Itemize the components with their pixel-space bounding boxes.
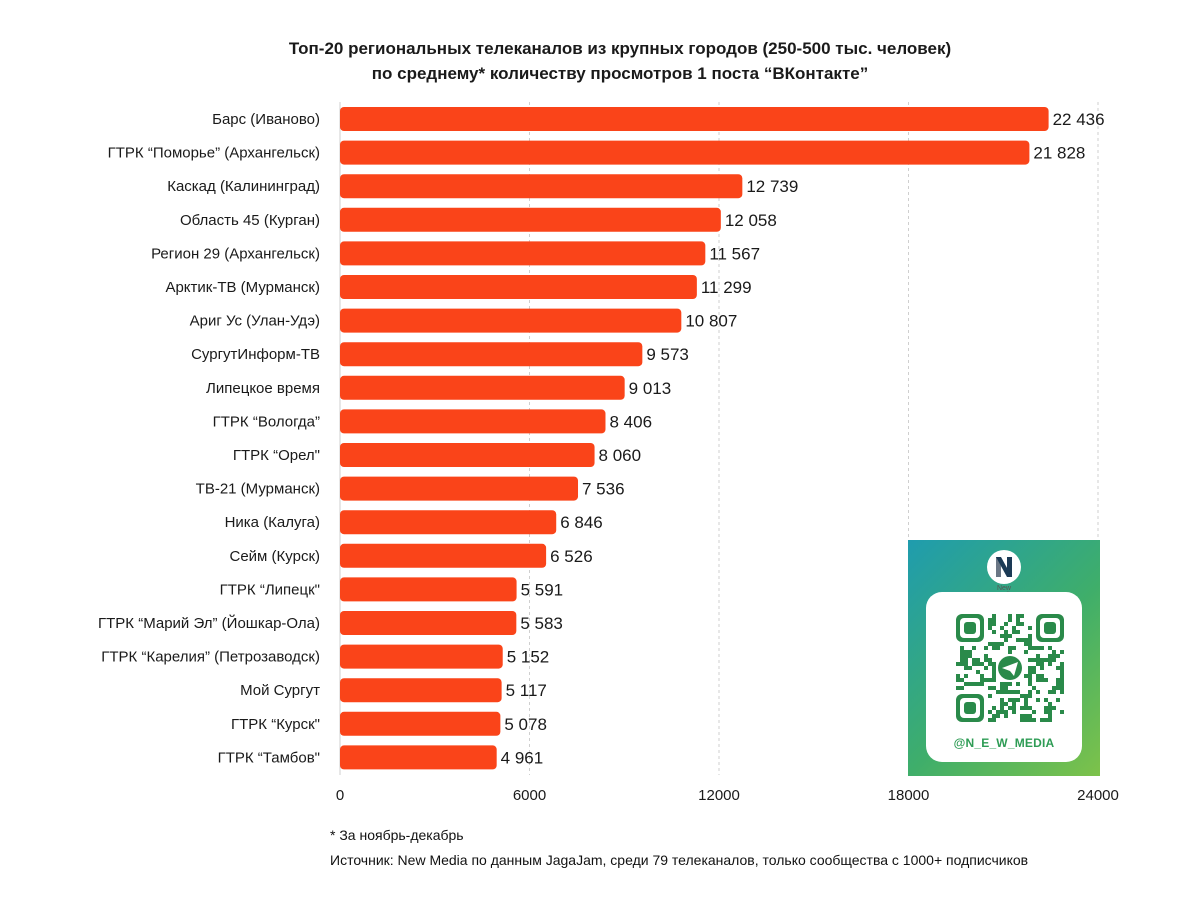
footnote-period: * За ноябрь-декабрь	[330, 827, 464, 843]
x-tick-label: 24000	[1077, 787, 1119, 804]
qr-handle: @N_E_W_MEDIA	[953, 736, 1055, 750]
bar	[340, 611, 517, 635]
category-label: ГТРК “Тамбов"	[218, 749, 320, 766]
category-label: СургутИнформ-ТВ	[191, 346, 320, 363]
value-label: 9 573	[646, 345, 689, 364]
category-label: Ника (Калуга)	[225, 514, 320, 531]
category-label: ГТРК “Карелия” (Петрозаводск)	[101, 649, 320, 666]
value-label: 8 060	[599, 446, 642, 465]
value-label: 12 739	[746, 177, 798, 196]
value-label: 5 152	[507, 648, 550, 667]
category-label: Ариг Ус (Улан-Удэ)	[190, 313, 320, 330]
x-tick-label: 12000	[698, 787, 740, 804]
value-label: 5 117	[506, 681, 547, 700]
qr-badge[interactable]: New Media @N_E_W_MEDIA	[908, 540, 1100, 776]
value-label: 5 583	[520, 614, 563, 633]
value-label: 12 058	[725, 211, 777, 230]
x-tick-labels: 0 6000 12000 18000 24000	[336, 787, 1119, 804]
category-label: ГТРК “Курск"	[231, 716, 320, 733]
value-label: 10 807	[685, 312, 737, 331]
value-label: 9 013	[629, 379, 672, 398]
value-label: 7 536	[582, 480, 625, 499]
bar	[340, 308, 682, 333]
bar	[340, 678, 502, 703]
chart-title-line-1: Топ-20 региональных телеканалов из крупн…	[288, 39, 952, 58]
new-media-logo-icon: New Media	[987, 550, 1021, 599]
x-tick-label: 0	[336, 787, 344, 804]
bar	[340, 476, 579, 501]
bar	[340, 577, 517, 602]
x-tick-label: 6000	[513, 787, 546, 804]
bar	[340, 745, 497, 770]
bar	[340, 543, 547, 568]
category-label: ГТРК “Поморье” (Архангельск)	[108, 145, 320, 162]
value-label: 11 567	[709, 244, 760, 263]
x-tick-label: 18000	[888, 787, 930, 804]
category-labels: Барс (Иваново) ГТРК “Поморье” (Архангельс…	[98, 111, 320, 766]
category-label: Регион 29 (Архангельск)	[151, 245, 320, 262]
value-labels: 22 436 21 828 12 739 12 058 11 567 11 299 10 8…	[501, 110, 1105, 767]
category-label: Арктик-ТВ (Мурманск)	[165, 279, 320, 296]
value-label: 5 078	[504, 715, 547, 734]
bar	[340, 140, 1030, 165]
category-label: ГТРК “Вологда”	[213, 413, 320, 430]
category-label: Область 45 (Курган)	[180, 212, 320, 229]
bar	[340, 375, 625, 400]
bar	[340, 409, 606, 434]
category-label: Липецкое время	[206, 380, 320, 397]
qr-code-icon[interactable]	[956, 614, 1064, 722]
qr-panel: @N_E_W_MEDIA	[926, 592, 1082, 762]
value-label: 21 828	[1033, 144, 1085, 163]
bar	[340, 107, 1049, 131]
bar	[340, 510, 557, 535]
value-label: 4 961	[501, 748, 544, 767]
category-label: Сейм (Курск)	[230, 548, 321, 565]
bar	[340, 174, 743, 199]
bar	[340, 711, 501, 736]
bar	[340, 342, 643, 367]
category-label: Мой Сургут	[240, 682, 320, 699]
category-label: ТВ-21 (Мурманск)	[196, 481, 320, 498]
value-label: 5 591	[521, 580, 564, 599]
chart-title: Топ-20 региональных телеканалов из крупн…	[200, 36, 1040, 86]
category-label: ГТРК “Орел"	[233, 447, 320, 464]
bar	[340, 644, 503, 669]
bar	[340, 275, 697, 299]
category-label: ГТРК “Марий Эл” (Йошкар-Ола)	[98, 614, 320, 632]
bar	[340, 241, 706, 266]
value-label: 11 299	[701, 278, 752, 297]
category-label: ГТРК “Липецк"	[220, 581, 320, 598]
value-label: 6 846	[560, 513, 603, 532]
category-label: Барс (Иваново)	[212, 111, 320, 128]
value-label: 8 406	[609, 412, 652, 431]
value-label: 22 436	[1053, 110, 1105, 129]
bar	[340, 207, 721, 232]
footnote-source: Источник: New Media по данным JagaJam, с…	[330, 852, 1029, 868]
chart-title-line-2: по среднему* количеству просмотров 1 пос…	[371, 64, 869, 83]
bars	[340, 107, 1049, 770]
value-label: 6 526	[550, 547, 593, 566]
bar	[340, 443, 595, 467]
category-label: Каскад (Калининград)	[167, 178, 320, 195]
